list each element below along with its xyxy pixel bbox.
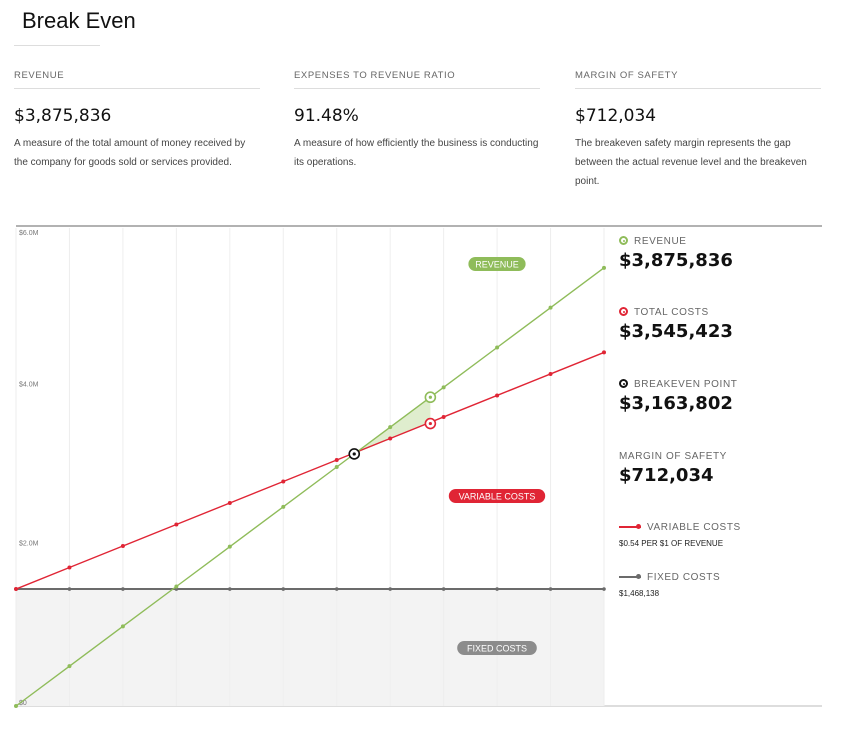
legend-label: VARIABLE COSTS <box>647 522 741 533</box>
revenue-point <box>14 704 18 708</box>
revenue-point <box>602 265 606 270</box>
legend-value: $3,545,423 <box>619 321 733 342</box>
legend-variable-costs: VARIABLE COSTS $0.54 PER $1 OF REVENUE <box>619 522 741 548</box>
legend-note: $1,468,138 <box>619 589 660 598</box>
total-costs-point <box>120 544 125 549</box>
y-tick-label: $0 <box>19 700 27 707</box>
legend-label: TOTAL COSTS <box>634 307 709 318</box>
legend-total-costs: TOTAL COSTS $3,545,423 <box>619 307 733 342</box>
fixed-costs-point <box>441 587 446 591</box>
total-costs-point <box>281 479 286 484</box>
metric-value: 91.48% <box>294 106 359 126</box>
fixed-costs-point <box>67 587 72 591</box>
fixed-costs-line-icon <box>619 572 641 581</box>
metric-description: The breakeven safety margin represents t… <box>575 138 807 187</box>
total-costs-point <box>441 414 446 419</box>
revenue-point <box>120 624 125 629</box>
annotation-fixed-costs: FIXED COSTS <box>467 644 527 654</box>
metric-description: A measure of the total amount of money r… <box>14 138 246 168</box>
y-tick-label: $2.0M <box>19 541 39 548</box>
total-costs-point <box>334 457 339 462</box>
fixed-costs-point <box>281 587 286 591</box>
revenue-point <box>441 385 446 390</box>
legend-label: BREAKEVEN POINT <box>634 379 738 390</box>
annotation-fixed-costs-pill <box>457 641 537 655</box>
metric-expense-ratio: EXPENSES TO REVENUE RATIO 91.48% A measu… <box>294 70 540 172</box>
legend-value: $712,034 <box>619 465 714 486</box>
revenue-point <box>495 345 500 350</box>
metric-label: MARGIN OF SAFETY <box>575 70 821 89</box>
title-underline <box>14 45 100 46</box>
annotation-revenue-pill <box>468 257 526 271</box>
revenue-point <box>281 504 286 509</box>
legend-label: FIXED COSTS <box>647 572 721 583</box>
fixed-costs-point <box>121 587 125 591</box>
annotation-variable-costs-pill <box>448 489 546 503</box>
legend-label: MARGIN OF SAFETY <box>619 451 727 462</box>
legend-value: $3,163,802 <box>619 393 733 414</box>
y-tick-label: $6.0M <box>19 230 39 237</box>
annotation-revenue: REVENUE <box>475 260 519 270</box>
revenue-point <box>174 584 179 589</box>
metric-margin-of-safety: MARGIN OF SAFETY $712,034 The breakeven … <box>575 70 821 191</box>
revenue-point <box>67 664 72 669</box>
metric-revenue: REVENUE $3,875,836 A measure of the tota… <box>14 70 260 172</box>
total-costs-point <box>14 587 18 592</box>
total-costs-point <box>548 371 553 376</box>
page-title: Break Even <box>22 8 136 33</box>
legend-label: REVENUE <box>634 236 687 247</box>
breakeven-marker-dot <box>352 452 356 456</box>
total-costs-point <box>67 565 72 570</box>
revenue-marker-icon <box>619 236 628 245</box>
metric-description: A measure of how efficiently the busines… <box>294 138 539 168</box>
total-costs-point <box>227 500 232 505</box>
fixed-costs-point <box>388 587 392 591</box>
total-costs-marker-icon <box>619 307 628 316</box>
fixed-costs-point <box>602 587 606 591</box>
legend-revenue: REVENUE $3,875,836 <box>619 236 733 271</box>
revenue-point <box>227 544 232 549</box>
metric-value: $712,034 <box>575 106 657 126</box>
revenue-point <box>548 305 553 310</box>
legend-value: $3,875,836 <box>619 250 733 271</box>
metric-label: EXPENSES TO REVENUE RATIO <box>294 70 540 89</box>
total-costs-point <box>602 350 606 355</box>
total-costs-current-marker-dot <box>428 421 432 426</box>
total-costs-line <box>15 351 605 590</box>
legend-breakeven: BREAKEVEN POINT $3,163,802 <box>619 379 737 414</box>
total-costs-point <box>174 522 179 527</box>
variable-costs-line-icon <box>619 522 641 531</box>
total-costs-point <box>495 393 500 398</box>
legend-fixed-costs: FIXED COSTS $1,468,138 <box>619 572 720 598</box>
total-costs-point <box>388 436 393 441</box>
metric-value: $3,875,836 <box>14 106 112 126</box>
fixed-costs-point <box>548 587 553 591</box>
breakeven-marker-icon <box>619 379 628 388</box>
fixed-costs-point <box>495 587 499 591</box>
revenue-current-marker-dot <box>428 395 432 399</box>
fixed-costs-point <box>228 587 232 591</box>
fixed-costs-point <box>334 587 339 591</box>
y-tick-label: $4.0M <box>19 381 39 388</box>
revenue-point <box>334 465 339 469</box>
revenue-line <box>15 267 605 707</box>
legend-margin-of-safety: MARGIN OF SAFETY $712,034 <box>619 451 727 486</box>
annotation-variable-costs: VARIABLE COSTS <box>459 492 536 502</box>
legend-note: $0.54 PER $1 OF REVENUE <box>619 539 724 548</box>
metric-label: REVENUE <box>14 70 260 89</box>
revenue-point <box>388 425 393 430</box>
